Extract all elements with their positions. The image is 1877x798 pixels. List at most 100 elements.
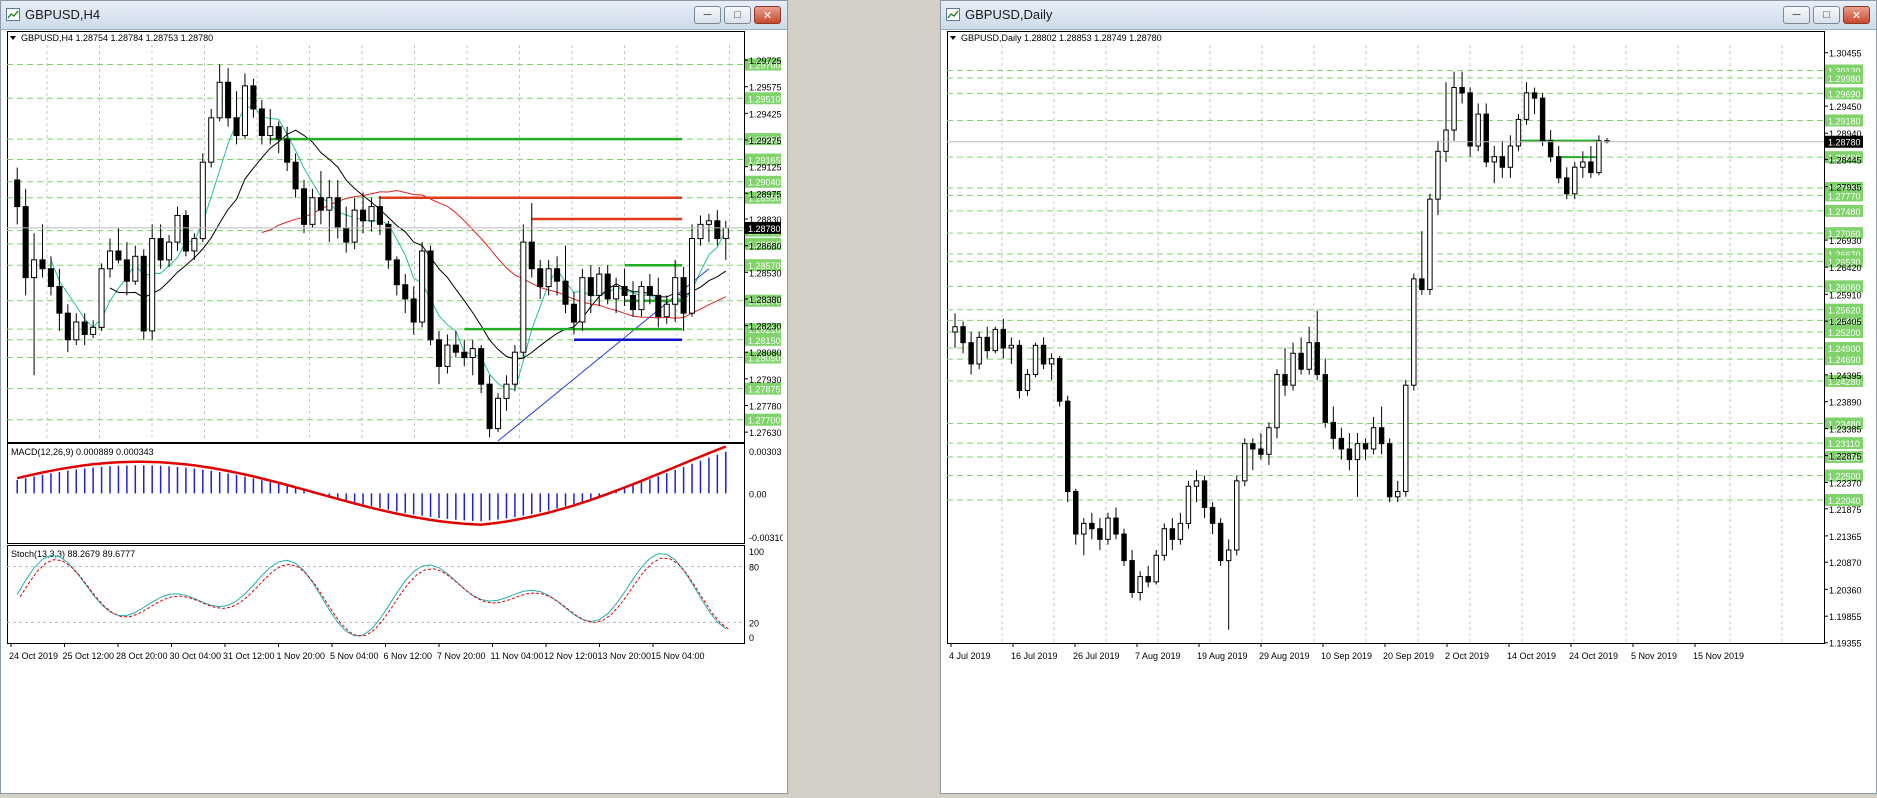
maximize-button[interactable]: □ xyxy=(724,6,751,24)
candle-body xyxy=(385,223,392,261)
level-label: 1.23110 xyxy=(1828,439,1860,449)
candle-body xyxy=(1427,198,1433,291)
minimize-button[interactable]: ─ xyxy=(694,6,721,24)
candle-body xyxy=(73,321,80,341)
level-label: 1.27480 xyxy=(1828,207,1861,217)
time-label: 4 Jul 2019 xyxy=(949,651,991,661)
price-tick: 1.20360 xyxy=(1829,585,1862,595)
close-button[interactable]: ✕ xyxy=(1843,6,1870,24)
candle-body xyxy=(1137,576,1143,594)
candle-body xyxy=(1435,150,1441,200)
stoch-tick: 0 xyxy=(749,633,754,643)
level-label: 1.27875 xyxy=(748,385,781,395)
candle-body xyxy=(275,126,282,140)
time-label: 20 Sep 2019 xyxy=(1383,651,1434,661)
title-bar[interactable]: GBPUSD,H4 ─ □ ✕ xyxy=(1,1,787,30)
candle-body xyxy=(115,250,122,261)
level-label: 1.29165 xyxy=(748,156,781,166)
h4-chart-svg[interactable]: 1.297001.295101.292801.291651.290401.289… xyxy=(7,31,790,793)
candle-body xyxy=(1394,491,1401,498)
candle-body xyxy=(1523,92,1530,120)
candle-body xyxy=(435,339,443,367)
macd-panel xyxy=(7,443,745,544)
time-label: 24 Oct 2019 xyxy=(9,651,58,661)
candle-body xyxy=(613,286,620,300)
candle-body xyxy=(604,273,611,300)
candle-body xyxy=(621,286,628,296)
candle-body xyxy=(1073,491,1079,535)
candle-body xyxy=(1024,374,1031,392)
candle-body xyxy=(1129,560,1135,594)
level-label: 1.22850 xyxy=(1828,453,1861,463)
candle-body xyxy=(596,273,603,296)
time-label: 31 Oct 12:00 xyxy=(223,651,275,661)
level-label: 1.27910 xyxy=(1828,184,1861,194)
close-button[interactable]: ✕ xyxy=(754,6,781,24)
chart-area-daily[interactable]: 1.30120 1.29980 1.29690 1.29180 1.28490 1.279… xyxy=(947,31,1872,793)
candle-body xyxy=(1258,448,1264,455)
candle-body xyxy=(494,397,502,430)
candle-body xyxy=(1048,358,1055,365)
price-tick: 1.28830 xyxy=(749,215,782,225)
price-tick: 1.27935 xyxy=(1829,183,1862,193)
level-label: 1.30120 xyxy=(1828,67,1861,77)
candle-body xyxy=(1064,400,1071,493)
price-tick: 1.26930 xyxy=(1829,236,1862,246)
level-label: 1.23480 xyxy=(1828,419,1861,429)
candle-body xyxy=(1234,480,1240,551)
time-label: 28 Oct 20:00 xyxy=(116,651,168,661)
candle-body xyxy=(1555,156,1562,179)
candle-body xyxy=(1354,443,1361,461)
candle-body xyxy=(191,238,198,252)
candle-body xyxy=(360,209,367,222)
candle-body xyxy=(123,259,130,282)
level-label: 1.27700 xyxy=(748,416,781,426)
price-tick: 1.28380 xyxy=(749,295,782,305)
chart-area-h4[interactable]: 1.29700 1.29510 1.29280 1.29165 1.29040 1.289… xyxy=(7,31,790,793)
candle-body xyxy=(1475,113,1481,147)
candle-body xyxy=(444,344,451,367)
time-label: 11 Nov 04:00 xyxy=(491,651,544,661)
level-label-bg xyxy=(745,237,781,250)
candle-body xyxy=(98,268,105,328)
level-label: 1.28570 xyxy=(748,261,781,271)
candle-body xyxy=(1032,344,1039,376)
macd-signal-line xyxy=(16,445,727,527)
minimize-button[interactable]: ─ xyxy=(1783,6,1810,24)
price-tick: 1.23890 xyxy=(1829,398,1862,408)
candle-body xyxy=(1483,113,1489,163)
level-label: 1.27060 xyxy=(1828,229,1861,239)
level-label-bg xyxy=(745,333,781,346)
candle-body xyxy=(579,277,586,323)
candle-body xyxy=(638,286,645,311)
level-label: 1.26060 xyxy=(1828,282,1861,292)
level-label-bg xyxy=(745,191,781,204)
candle-body xyxy=(587,277,594,296)
candle-body xyxy=(1386,443,1393,498)
title-bar[interactable]: GBPUSD,Daily ─ □ ✕ xyxy=(941,1,1876,30)
candle-body xyxy=(47,268,54,288)
candle-body xyxy=(1282,374,1288,386)
close-icon: ✕ xyxy=(1851,9,1862,22)
candle-body xyxy=(461,351,468,359)
time-label: 7 Aug 2019 xyxy=(1135,651,1181,661)
candle-body xyxy=(663,303,670,318)
level-label-bg xyxy=(1825,417,1863,430)
price-tick: 1.22370 xyxy=(1829,478,1862,488)
candle-body xyxy=(410,298,417,323)
level-label: 1.28050 xyxy=(748,354,781,364)
time-label: 16 Jul 2019 xyxy=(1011,651,1058,661)
main-panel xyxy=(7,31,745,443)
level-label-bg xyxy=(1825,114,1863,127)
maximize-icon: □ xyxy=(734,9,741,21)
candle-body xyxy=(1547,140,1554,158)
time-label: 24 Oct 2019 xyxy=(1569,651,1618,661)
level-label-bg xyxy=(1825,204,1863,217)
level-label-bg xyxy=(1825,280,1863,293)
candle-body xyxy=(680,277,687,314)
maximize-button[interactable]: □ xyxy=(1813,6,1840,24)
price-tick: 1.23385 xyxy=(1829,425,1862,435)
candle-body xyxy=(1209,506,1216,524)
candle-body xyxy=(1499,156,1506,168)
